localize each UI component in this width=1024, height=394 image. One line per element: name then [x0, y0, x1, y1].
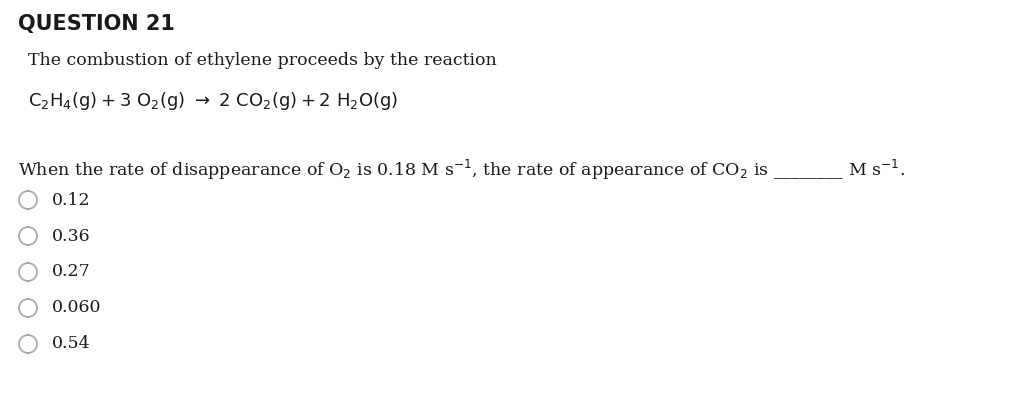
Text: $\mathregular{C_2H_4(g) + 3\ O_2(g)\ \rightarrow\ 2\ CO_2(g) + 2\ H_2O(g)}$: $\mathregular{C_2H_4(g) + 3\ O_2(g)\ \ri…: [28, 90, 398, 112]
Circle shape: [19, 335, 37, 353]
Text: 0.060: 0.060: [52, 299, 101, 316]
Text: 0.36: 0.36: [52, 227, 91, 245]
Text: 0.27: 0.27: [52, 264, 91, 281]
Text: QUESTION 21: QUESTION 21: [18, 14, 175, 34]
Circle shape: [19, 299, 37, 317]
Circle shape: [19, 227, 37, 245]
Circle shape: [19, 191, 37, 209]
Text: The combustion of ethylene proceeds by the reaction: The combustion of ethylene proceeds by t…: [28, 52, 497, 69]
Text: 0.12: 0.12: [52, 191, 91, 208]
Text: When the rate of disappearance of O$_2$ is 0.18 M s$^{-1}$, the rate of appearan: When the rate of disappearance of O$_2$ …: [18, 158, 905, 182]
Circle shape: [19, 263, 37, 281]
Text: 0.54: 0.54: [52, 336, 91, 353]
